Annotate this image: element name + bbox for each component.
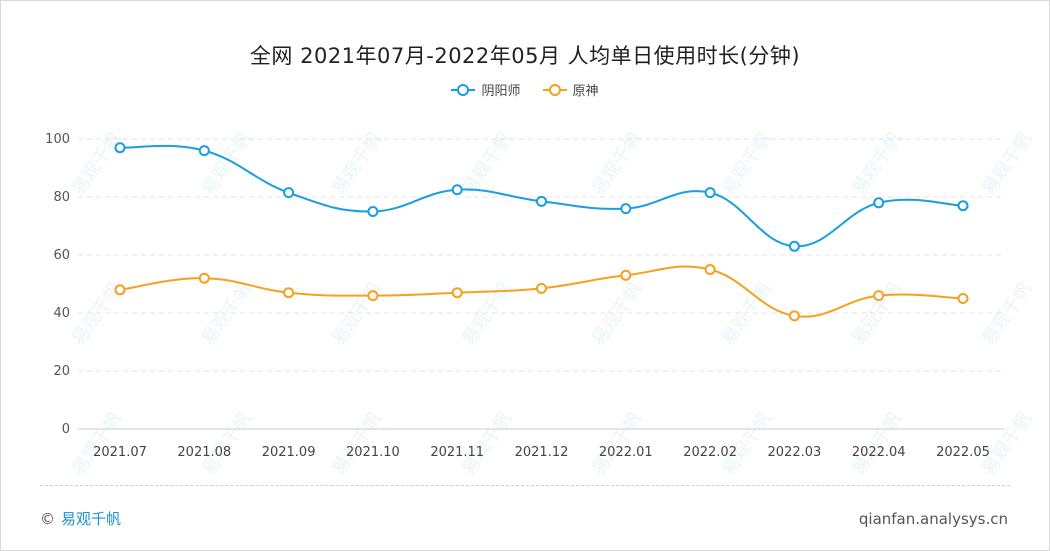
legend-item-series-2[interactable]: 原神 <box>542 80 599 99</box>
x-tick-label: 2022.05 <box>936 445 990 460</box>
y-tick-label: 40 <box>53 306 70 321</box>
x-tick-label: 2022.01 <box>599 445 653 460</box>
data-point-series-1 <box>620 203 632 215</box>
line-chart: 0 20 40 60 80 100 2021.07 2021.08 2021.09 2021.10… <box>45 132 1005 460</box>
copyright-symbol: © <box>40 509 55 528</box>
x-tick-label: 2022.02 <box>683 445 737 460</box>
data-point-series-1 <box>704 187 716 199</box>
x-tick-label: 2021.09 <box>262 445 316 460</box>
legend-label-series-1: 阴阳师 <box>481 84 521 99</box>
x-tick-label: 2022.03 <box>768 445 822 460</box>
x-tick-label: 2022.04 <box>852 445 906 460</box>
brand-name: 易观千帆 <box>61 510 122 528</box>
footer-brand: © 易观千帆 <box>40 508 121 529</box>
data-point-series-1 <box>367 206 379 217</box>
data-point-series-1 <box>788 240 800 252</box>
data-point-series-1 <box>114 142 126 154</box>
chart-title: 全网 2021年07月-2022年05月 人均单日使用时长(分钟) <box>249 44 801 68</box>
x-tick-label: 2021.07 <box>93 445 147 460</box>
legend: 阴阳师 原神 <box>0 80 1050 99</box>
y-tick-label: 20 <box>53 364 70 379</box>
data-point-series-2 <box>704 264 716 275</box>
legend-label-series-2: 原神 <box>572 84 599 99</box>
x-tick-label: 2021.12 <box>515 445 569 460</box>
data-point-series-1 <box>536 195 547 207</box>
data-point-series-2 <box>536 282 547 294</box>
data-point-series-1 <box>451 184 463 196</box>
legend-marker-series-2-icon <box>542 83 567 96</box>
data-point-series-2 <box>620 269 632 281</box>
data-point-series-2 <box>198 272 210 284</box>
x-tick-label: 2021.11 <box>430 445 484 460</box>
data-point-series-2 <box>114 284 126 296</box>
data-point-series-2 <box>451 287 463 299</box>
y-tick-label: 60 <box>53 248 70 263</box>
data-point-series-2 <box>788 310 800 322</box>
data-point-series-1 <box>283 187 295 199</box>
x-tick-label: 2021.08 <box>177 445 231 460</box>
y-tick-label: 0 <box>62 422 70 437</box>
legend-marker-series-1-icon <box>451 83 476 96</box>
data-point-series-1 <box>198 145 210 157</box>
source-site[interactable]: qianfan.analysys.cn <box>858 510 1008 528</box>
data-point-series-1 <box>957 200 969 212</box>
y-tick-label: 100 <box>45 132 70 147</box>
data-point-series-2 <box>873 290 885 302</box>
data-point-series-2 <box>283 287 295 299</box>
legend-item-series-1[interactable]: 阴阳师 <box>451 80 521 99</box>
footer-divider <box>40 485 1010 486</box>
y-tick-label: 80 <box>53 190 70 205</box>
data-point-series-2 <box>367 290 379 302</box>
data-point-series-1 <box>873 197 885 209</box>
x-tick-label: 2021.10 <box>346 445 400 460</box>
data-point-series-2 <box>957 293 969 304</box>
